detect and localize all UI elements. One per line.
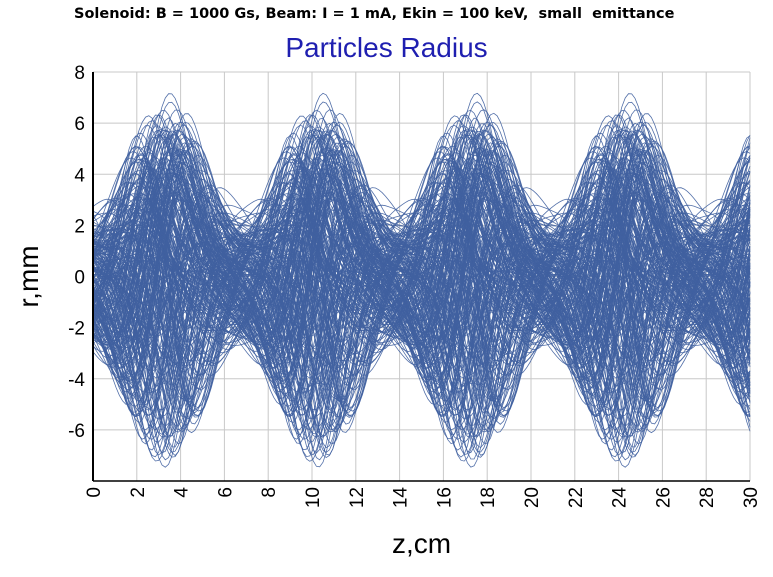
particle-trace (92, 173, 751, 353)
particle-trace (92, 136, 751, 391)
x-tick-label: 24 (610, 487, 631, 509)
particle-trace (92, 159, 751, 333)
particle-trace (92, 189, 751, 406)
particle-trace (92, 229, 751, 347)
particle-trace (92, 146, 751, 418)
particle-trace (92, 153, 751, 342)
y-tick-label: -2 (68, 319, 85, 340)
particle-trace (92, 187, 751, 364)
x-tick-label: 4 (172, 487, 193, 498)
particle-trace (92, 142, 751, 416)
particle-trace (92, 138, 751, 413)
particle-trace (92, 216, 751, 343)
particle-trace (92, 208, 751, 400)
x-tick-label: 0 (84, 487, 105, 498)
particle-trace (92, 161, 751, 417)
particle-trace (92, 212, 751, 453)
axes (92, 72, 750, 482)
x-tick-label: 6 (215, 487, 236, 498)
particle-trace (92, 207, 751, 377)
particle-trace (92, 207, 751, 308)
x-tick-label: 16 (434, 487, 455, 508)
y-axis-label: r,mm (13, 245, 44, 307)
x-tick-label: 10 (303, 487, 324, 508)
particle-trace (92, 220, 751, 411)
particle-trace (92, 221, 751, 306)
particle-trace (92, 177, 751, 320)
x-tick-label: 20 (522, 487, 543, 508)
y-tick-label: 6 (74, 114, 85, 135)
particle-trace (92, 227, 751, 427)
x-tick-label: 14 (391, 487, 412, 509)
particle-trace (92, 267, 751, 304)
particle-trace (92, 215, 751, 393)
particle-trace (92, 209, 751, 341)
particle-trace (92, 170, 751, 365)
particle-trace (92, 161, 751, 413)
particle-trace (92, 260, 751, 287)
particle-trace (92, 232, 751, 348)
particle-traces (92, 92, 751, 468)
caption-main: Solenoid: B = 1000 Gs, Beam: I = 1 mA, E… (74, 6, 529, 22)
particle-trace (92, 181, 751, 403)
y-tick-label: 2 (74, 216, 85, 237)
x-tick-label: 2 (128, 487, 149, 498)
x-tick-label: 8 (259, 487, 280, 498)
particle-trace (92, 112, 751, 406)
particle-trace (92, 121, 751, 393)
particle-trace (92, 182, 751, 407)
x-tick-label: 28 (697, 487, 718, 508)
particle-trace (92, 142, 751, 417)
x-tick-label: 22 (566, 487, 587, 508)
particle-trace (92, 129, 751, 357)
y-tick-label: 0 (74, 268, 85, 289)
x-tick-label: 12 (347, 487, 368, 508)
particle-trace (92, 153, 751, 382)
x-tick-label: 26 (653, 487, 674, 508)
particle-trace (92, 235, 751, 303)
y-tick-label: -4 (68, 370, 85, 391)
particle-trace (92, 167, 751, 349)
particle-trace (92, 199, 751, 433)
figure-caption: Solenoid: B = 1000 Gs, Beam: I = 1 mA, E… (74, 6, 734, 22)
y-tick-label: 4 (74, 165, 85, 186)
x-tick-label: 30 (741, 487, 762, 508)
particle-trace (92, 222, 751, 457)
particle-trace (92, 192, 751, 312)
y-tick-label: 8 (74, 63, 85, 84)
x-axis-label: z,cm (392, 528, 451, 559)
y-tick-label: -6 (68, 421, 85, 442)
caption-small: small (538, 6, 582, 22)
x-tick-label: 18 (478, 487, 499, 508)
caption-end: emittance (592, 6, 675, 22)
particle-trace (92, 167, 751, 346)
particle-trace (92, 196, 751, 376)
particle-trace (92, 153, 751, 366)
chart-title: Particles Radius (285, 32, 488, 63)
